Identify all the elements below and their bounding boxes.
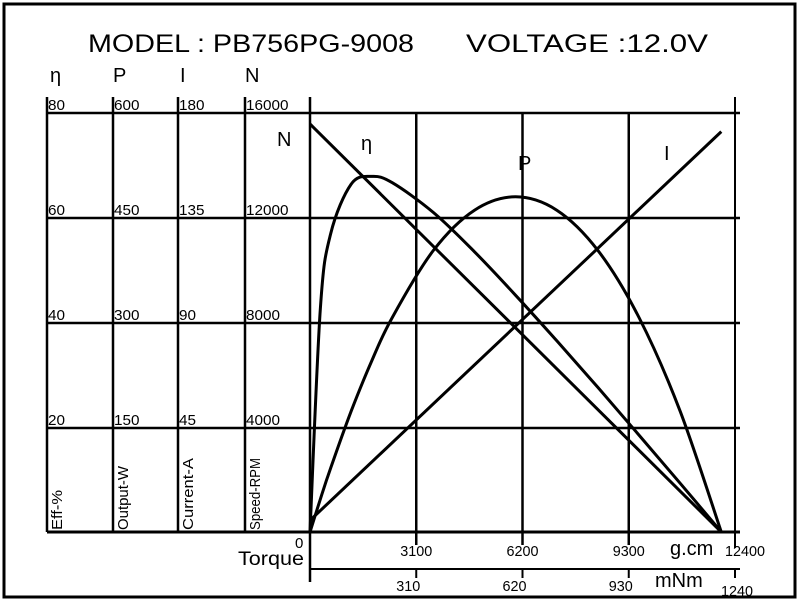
gcm-tick-label: 12400 (725, 543, 765, 560)
axis-tick-label: 60 (48, 202, 65, 219)
curve-label-efficiency: η (361, 133, 372, 155)
axis-name: Output-W (115, 465, 132, 530)
gcm-unit: g.cm (670, 538, 713, 560)
axis-tick-label: 16000 (246, 97, 289, 114)
gcm-tick-label: 3100 (400, 543, 432, 560)
axis-tick-label: 450 (114, 202, 140, 219)
axis-tick-label: 12000 (246, 202, 289, 219)
gcm-tick-label: 6200 (507, 543, 539, 560)
curve-label-output: P (518, 153, 531, 175)
axis-tick-label: 90 (179, 307, 196, 324)
curve-label-current: I (664, 143, 670, 165)
axis-labels: η80604020Eff-%P600450300150Output-WI1801… (48, 65, 765, 600)
axis-tick-label: 300 (114, 307, 140, 324)
curves (308, 122, 723, 534)
axis-tick-label: 45 (179, 412, 196, 429)
axis-tick-label: 40 (48, 307, 65, 324)
axis-name: Speed-RPM (247, 458, 264, 530)
mnm-tick-label: 1240 (721, 583, 753, 600)
mnm-tick-label: 930 (609, 578, 633, 595)
output-curve (308, 195, 723, 533)
mnm-tick-label: 310 (396, 578, 420, 595)
axis-tick-label: 135 (179, 202, 205, 219)
grid (45, 97, 740, 582)
axis-name: Eff-% (49, 490, 66, 530)
axis-symbol: I (180, 65, 186, 87)
axis-tick-label: 600 (114, 97, 140, 114)
axis-tick-label: 4000 (246, 412, 280, 429)
current-curve (308, 130, 723, 522)
axis-symbol: N (245, 65, 259, 87)
torque-label: Torque (238, 549, 304, 570)
axis-tick-label: 8000 (246, 307, 280, 324)
axis-tick-label: 20 (48, 412, 65, 429)
efficiency-curve (308, 174, 723, 533)
mnm-unit: mNm (655, 570, 703, 592)
axis-symbol: η (50, 65, 61, 87)
axis-tick-label: 150 (114, 412, 140, 429)
axis-name: Current-A (180, 458, 197, 530)
axis-tick-label: 80 (48, 97, 65, 114)
zero-label: 0 (295, 535, 303, 552)
axis-tick-label: 180 (179, 97, 205, 114)
mnm-tick-label: 620 (503, 578, 527, 595)
gcm-tick-label: 9300 (613, 543, 645, 560)
axis-symbol: P (113, 65, 126, 87)
curve-label-speed: N (277, 129, 291, 151)
voltage-title: VOLTAGE :12.0V (466, 30, 708, 58)
model-title: MODEL : PB756PG-9008 (88, 30, 414, 58)
